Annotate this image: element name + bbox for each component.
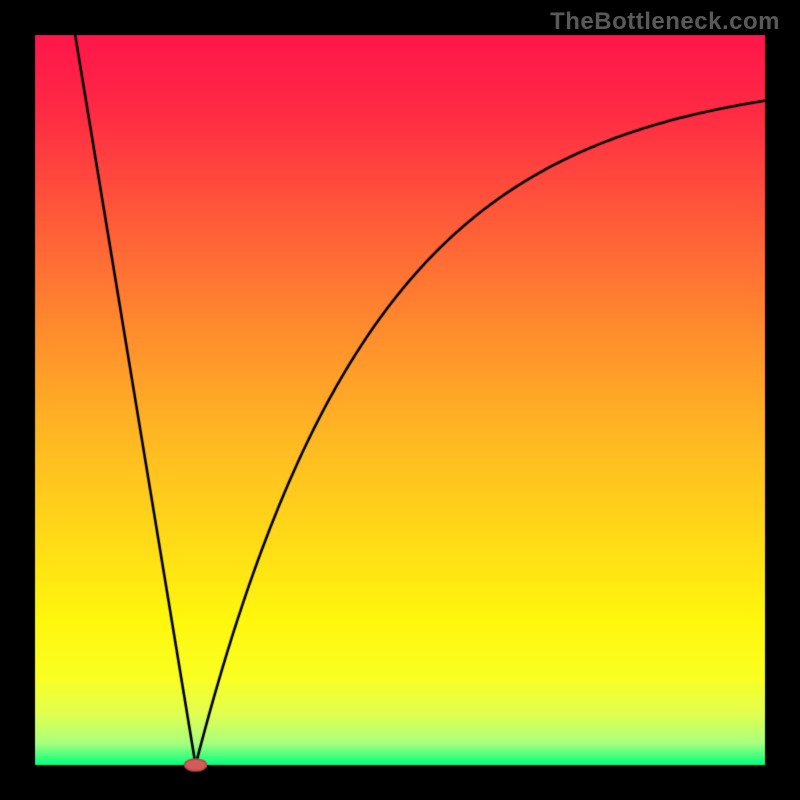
watermark-text: TheBottleneck.com — [550, 8, 780, 36]
chart-container: TheBottleneck.com — [0, 0, 800, 800]
chart-canvas — [0, 0, 800, 800]
